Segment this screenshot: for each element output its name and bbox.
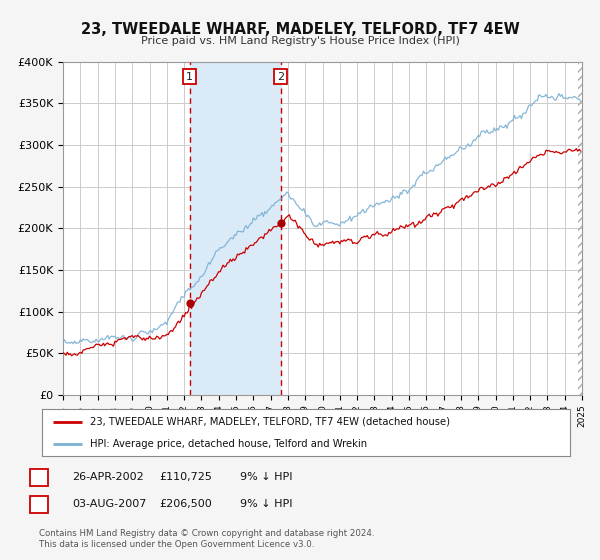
Bar — [578, 62, 582, 395]
Text: This data is licensed under the Open Government Licence v3.0.: This data is licensed under the Open Gov… — [39, 540, 314, 549]
Text: 23, TWEEDALE WHARF, MADELEY, TELFORD, TF7 4EW (detached house): 23, TWEEDALE WHARF, MADELEY, TELFORD, TF… — [89, 417, 449, 427]
Text: Contains HM Land Registry data © Crown copyright and database right 2024.: Contains HM Land Registry data © Crown c… — [39, 529, 374, 538]
Text: 26-APR-2002: 26-APR-2002 — [72, 472, 144, 482]
Bar — [190, 62, 281, 395]
Text: 23, TWEEDALE WHARF, MADELEY, TELFORD, TF7 4EW: 23, TWEEDALE WHARF, MADELEY, TELFORD, TF… — [80, 22, 520, 38]
Text: Price paid vs. HM Land Registry's House Price Index (HPI): Price paid vs. HM Land Registry's House … — [140, 36, 460, 46]
Text: £110,725: £110,725 — [159, 472, 212, 482]
Point — [185, 298, 194, 307]
Text: 2: 2 — [35, 497, 43, 511]
Text: 1: 1 — [186, 72, 193, 82]
Text: 9% ↓ HPI: 9% ↓ HPI — [240, 499, 293, 509]
Text: HPI: Average price, detached house, Telford and Wrekin: HPI: Average price, detached house, Telf… — [89, 438, 367, 449]
Text: 03-AUG-2007: 03-AUG-2007 — [72, 499, 146, 509]
Text: £206,500: £206,500 — [159, 499, 212, 509]
Text: 9% ↓ HPI: 9% ↓ HPI — [240, 472, 293, 482]
Text: 1: 1 — [35, 470, 43, 484]
Text: 2: 2 — [277, 72, 284, 82]
Point — [276, 218, 286, 227]
